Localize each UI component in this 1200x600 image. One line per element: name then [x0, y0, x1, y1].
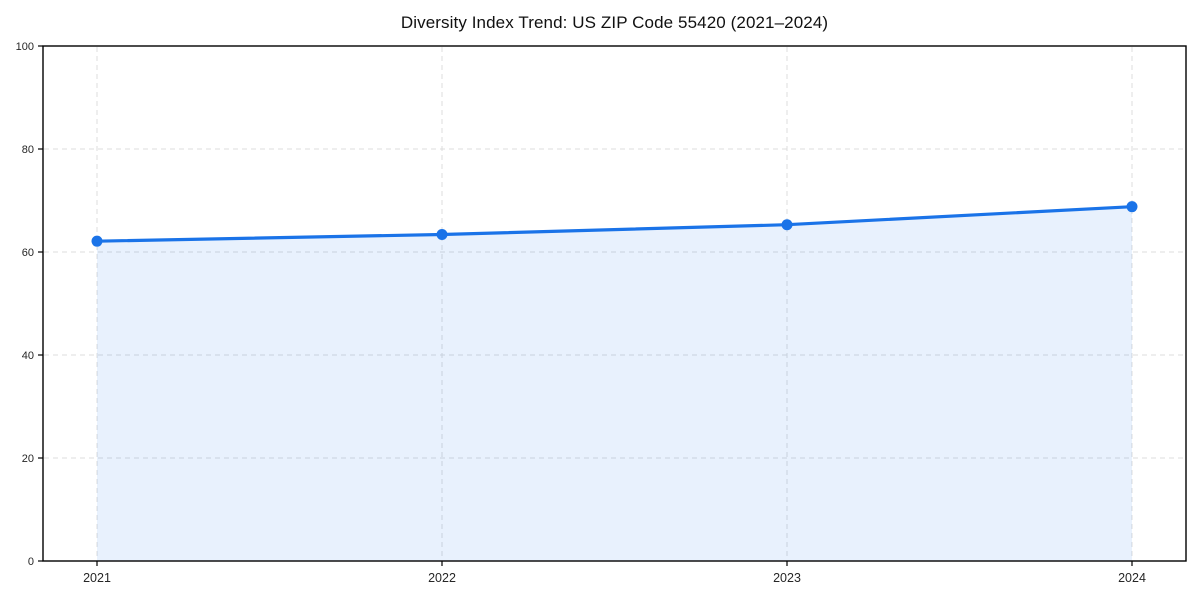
- data-point-2021: [91, 235, 103, 247]
- data-point-2023: [781, 219, 793, 231]
- y-tick-label: 60: [22, 247, 34, 259]
- data-point-2022: [436, 228, 448, 240]
- y-tick-label: 100: [16, 41, 34, 53]
- x-tick-label: 2022: [428, 571, 456, 585]
- chart-title: Diversity Index Trend: US ZIP Code 55420…: [400, 13, 829, 32]
- y-tick-label: 0: [28, 556, 34, 568]
- trend-line: [95, 205, 1134, 243]
- plot-border: [42, 45, 1187, 562]
- y-tick-label: 80: [22, 144, 34, 156]
- x-tick-label: 2021: [83, 571, 111, 585]
- data-point-2024: [1126, 201, 1138, 213]
- y-tick-label: 20: [22, 453, 34, 465]
- x-tick-label: 2024: [1118, 571, 1146, 585]
- y-tick-label: 40: [22, 350, 34, 362]
- area-fill: [97, 206, 1132, 561]
- x-tick-label: 2023: [773, 571, 801, 585]
